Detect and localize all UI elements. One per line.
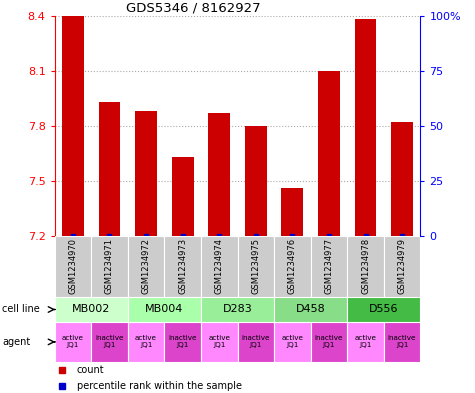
Text: agent: agent: [2, 337, 30, 347]
Text: GSM1234974: GSM1234974: [215, 238, 224, 294]
Bar: [128, 236, 164, 297]
Text: active
JQ1: active JQ1: [135, 335, 157, 349]
Text: active
JQ1: active JQ1: [62, 335, 84, 349]
Bar: [318, 71, 340, 236]
Text: inactive
JQ1: inactive JQ1: [388, 335, 416, 349]
Bar: [55, 322, 91, 362]
Bar: [274, 322, 311, 362]
Text: active
JQ1: active JQ1: [281, 335, 304, 349]
Bar: [62, 16, 84, 236]
Bar: [201, 236, 238, 297]
Bar: [128, 297, 201, 322]
Bar: [311, 236, 347, 297]
Text: count: count: [76, 365, 104, 375]
Bar: [91, 322, 128, 362]
Bar: [347, 322, 384, 362]
Text: MB004: MB004: [145, 305, 183, 314]
Text: MB002: MB002: [72, 305, 110, 314]
Text: GSM1234976: GSM1234976: [288, 238, 297, 294]
Text: D283: D283: [223, 305, 252, 314]
Bar: [164, 236, 201, 297]
Bar: [384, 322, 420, 362]
Bar: [347, 236, 384, 297]
Bar: [208, 113, 230, 236]
Bar: [164, 322, 201, 362]
Bar: [55, 297, 128, 322]
Text: inactive
JQ1: inactive JQ1: [168, 335, 197, 349]
Text: inactive
JQ1: inactive JQ1: [241, 335, 270, 349]
Text: D458: D458: [296, 305, 325, 314]
Bar: [128, 322, 164, 362]
Bar: [354, 19, 377, 236]
Bar: [201, 297, 274, 322]
Text: GSM1234970: GSM1234970: [68, 238, 77, 294]
Bar: [55, 236, 91, 297]
Bar: [311, 322, 347, 362]
Title: GDS5346 / 8162927: GDS5346 / 8162927: [126, 2, 261, 15]
Bar: [98, 102, 121, 236]
Text: inactive
JQ1: inactive JQ1: [314, 335, 343, 349]
Text: inactive
JQ1: inactive JQ1: [95, 335, 124, 349]
Text: GSM1234975: GSM1234975: [251, 238, 260, 294]
Bar: [245, 126, 267, 236]
Bar: [91, 236, 128, 297]
Text: GSM1234971: GSM1234971: [105, 238, 114, 294]
Bar: [347, 297, 420, 322]
Text: GSM1234972: GSM1234972: [142, 238, 151, 294]
Bar: [384, 236, 420, 297]
Text: active
JQ1: active JQ1: [208, 335, 230, 349]
Text: active
JQ1: active JQ1: [354, 335, 377, 349]
Text: GSM1234978: GSM1234978: [361, 238, 370, 294]
Bar: [135, 111, 157, 236]
Bar: [391, 122, 413, 236]
Bar: [274, 236, 311, 297]
Bar: [171, 157, 194, 236]
Text: GSM1234973: GSM1234973: [178, 238, 187, 294]
Bar: [238, 322, 274, 362]
Bar: [281, 188, 304, 236]
Text: percentile rank within the sample: percentile rank within the sample: [76, 381, 242, 391]
Bar: [238, 236, 274, 297]
Text: GSM1234979: GSM1234979: [398, 238, 407, 294]
Text: GSM1234977: GSM1234977: [324, 238, 333, 294]
Text: cell line: cell line: [2, 305, 40, 314]
Bar: [274, 297, 347, 322]
Bar: [201, 322, 238, 362]
Text: D556: D556: [369, 305, 399, 314]
